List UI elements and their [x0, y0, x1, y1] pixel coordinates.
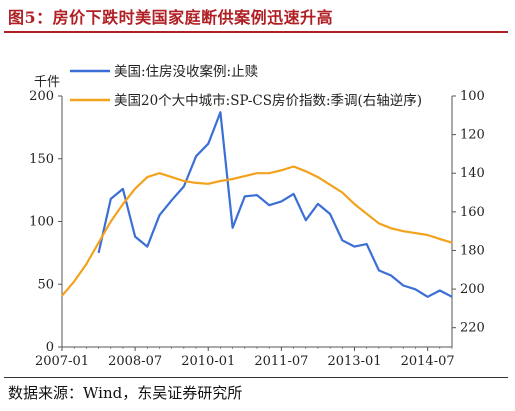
y-left-tick-label: 100: [29, 215, 54, 230]
y-right-tick-label: 200: [460, 282, 485, 297]
y-left-tick-label: 0: [46, 340, 54, 355]
x-tick-label: 2010-01: [181, 354, 235, 369]
legend-label-1: 美国:住房没收案例:止赎: [114, 63, 258, 80]
y-right-tick-label: 180: [460, 243, 485, 258]
source-note: 数据来源：Wind，东吴证券研究所: [8, 384, 243, 402]
y-left-unit-label: 千件: [34, 75, 60, 90]
y-right-tick-label: 100: [460, 89, 485, 104]
y-right-tick-label: 160: [460, 205, 485, 220]
legend-label-2: 美国20个大中城市:SP-CS房价指数:季调(右轴逆序): [114, 92, 422, 109]
y-right-tick-label: 220: [460, 321, 485, 336]
series-layer: [61, 111, 453, 298]
x-tick-label: 2008-07: [108, 354, 162, 369]
axes-layer: 050100150200千件1001201401601802002202007-…: [29, 75, 485, 369]
y-left-tick-label: 200: [29, 89, 54, 104]
series-line-1: [97, 111, 453, 298]
line-chart: 050100150200千件1001201401601802002202007-…: [29, 63, 485, 369]
y-left-tick-label: 150: [29, 152, 54, 167]
y-right-tick-label: 120: [460, 128, 485, 143]
x-tick-label: 2013-01: [327, 354, 381, 369]
figure-title: 图5：房价下跌时美国家庭断供案例迅速升高: [8, 8, 334, 27]
x-tick-label: 2007-01: [35, 354, 89, 369]
x-tick-label: 2011-07: [254, 354, 308, 369]
y-right-tick-label: 140: [460, 166, 485, 181]
source-divider: [4, 377, 508, 378]
x-tick-label: 2014-07: [401, 354, 455, 369]
title-divider: [4, 31, 508, 33]
y-left-tick-label: 50: [37, 277, 54, 292]
